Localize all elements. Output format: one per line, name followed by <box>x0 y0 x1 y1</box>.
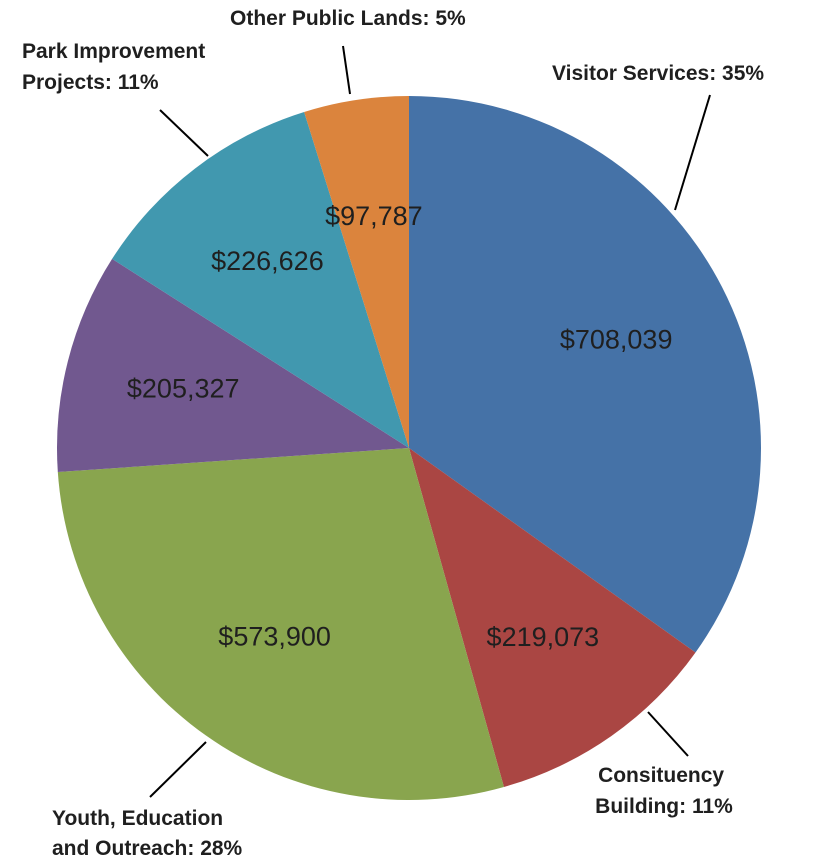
category-label-visitor-services: Visitor Services: 35% <box>552 62 764 85</box>
leader-line-youth-education <box>149 741 207 798</box>
pie-slice-slice-4 <box>57 258 410 472</box>
category-label-park-line1: Park Improvement <box>22 40 205 63</box>
pie-slice-park-improvement-projects <box>112 111 410 449</box>
category-label-other-public-lands: Other Public Lands: 5% <box>230 7 466 30</box>
pie-slices <box>57 96 761 800</box>
value-labels: $708,039 $219,073 $573,900 $205,327 $226,626… <box>127 201 673 652</box>
category-label-consituency-line2: Building: 11% <box>595 795 733 818</box>
leader-line-park-improvement <box>159 109 209 157</box>
leader-lines <box>149 45 711 798</box>
leader-line-visitor-services <box>674 94 711 211</box>
pie-slice-other-public-lands <box>304 96 409 448</box>
value-label-consituency-building: $219,073 <box>487 622 600 652</box>
category-label-other-line1: Other Public Lands: 5% <box>230 7 466 30</box>
value-label-other-public-lands: $97,787 <box>325 201 423 231</box>
category-label-consituency-building: Consituency Building: 11% <box>595 764 733 818</box>
category-label-consituency-line1: Consituency <box>598 764 724 787</box>
category-label-park-improvement: Park Improvement Projects: 11% <box>22 40 211 94</box>
value-label-park-improvement-projects: $226,626 <box>211 246 324 276</box>
value-label-youth-education-and-outreach: $573,900 <box>218 621 331 651</box>
value-label-slice-4: $205,327 <box>127 374 240 404</box>
pie-slice-visitor-services <box>409 96 761 653</box>
pie-slice-consituency-building <box>409 448 696 787</box>
category-label-youth-line2: and Outreach: 28% <box>52 837 243 860</box>
leader-line-consituency-building <box>647 711 689 757</box>
category-label-visitor-services-line1: Visitor Services: 35% <box>552 62 764 85</box>
category-label-youth-education: Youth, Education and Outreach: 28% <box>52 807 243 860</box>
category-label-park-line2: Projects: 11% <box>22 71 159 94</box>
pie-slice-youth-education-and-outreach <box>57 448 504 800</box>
category-label-youth-line1: Youth, Education <box>52 807 223 830</box>
value-label-visitor-services: $708,039 <box>560 324 673 354</box>
leader-line-other-public-lands <box>342 45 351 95</box>
